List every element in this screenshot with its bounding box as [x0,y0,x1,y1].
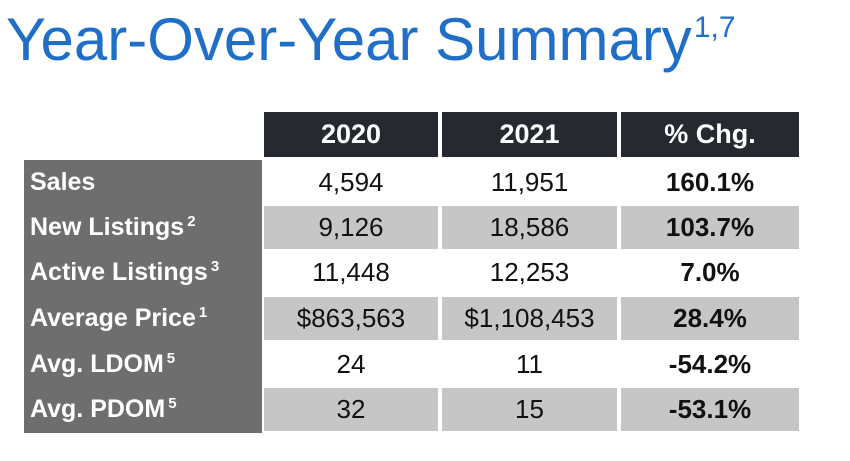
row-label-sales: Sales [30,168,96,196]
row-label-avg-pdom: Avg. PDOM 5 [30,395,177,423]
table-cell-avg-ldom-chg: -54.2% [668,349,752,379]
title-text: Year-Over-Year Summary [6,6,692,73]
table-cell-sales-2020: 4,594 [318,167,384,197]
header-2021: 2021 [442,112,617,157]
row-labels-column: Sales New Listings 2 Active Listings 3 Ave… [24,160,262,433]
page-title: Year-Over-Year Summary1,7 [6,0,736,80]
table-cell-new-listings-2021: 18,586 [442,206,617,249]
table-cell-average-price-2020: $863,563 [264,297,438,340]
table-cell-active-listings-chg: 7.0% [680,257,740,287]
table-cell-average-price-2021: $1,108,453 [442,297,617,340]
table-cell-sales-chg: 160.1% [665,167,755,197]
table-cell-new-listings-2020: 9,126 [264,206,438,249]
footnote-marker: 1 [198,304,208,321]
table-cell-new-listings-chg: 103.7% [621,206,799,249]
row-label-new-listings: New Listings 2 [30,213,196,241]
row-label-avg-ldom: Avg. LDOM 5 [30,350,176,378]
footnote-marker: 3 [210,258,220,275]
table-cell-avg-ldom-2021: 11 [516,349,543,379]
table-cell-sales-2021: 11,951 [490,167,569,197]
table-cell-avg-pdom-2020: 32 [264,388,438,431]
row-label-average-price: Average Price 1 [30,304,208,332]
row-label-active-listings: Active Listings 3 [30,258,220,286]
title-footnote: 1,7 [693,11,736,44]
table-cell-avg-ldom-2020: 24 [336,349,366,379]
table-cell-avg-pdom-2021: 15 [442,388,617,431]
footnote-marker: 5 [166,350,176,367]
footnote-marker: 5 [168,395,177,412]
table-cell-average-price-chg: 28.4% [621,297,799,340]
table-cell-avg-pdom-chg: -53.1% [621,388,799,431]
footnote-marker: 2 [187,213,196,230]
table-cell-active-listings-2021: 12,253 [489,257,570,287]
header-2020: 2020 [264,112,438,157]
table-cell-active-listings-2020: 11,448 [312,257,390,287]
header-pct-change: % Chg. [621,112,799,157]
